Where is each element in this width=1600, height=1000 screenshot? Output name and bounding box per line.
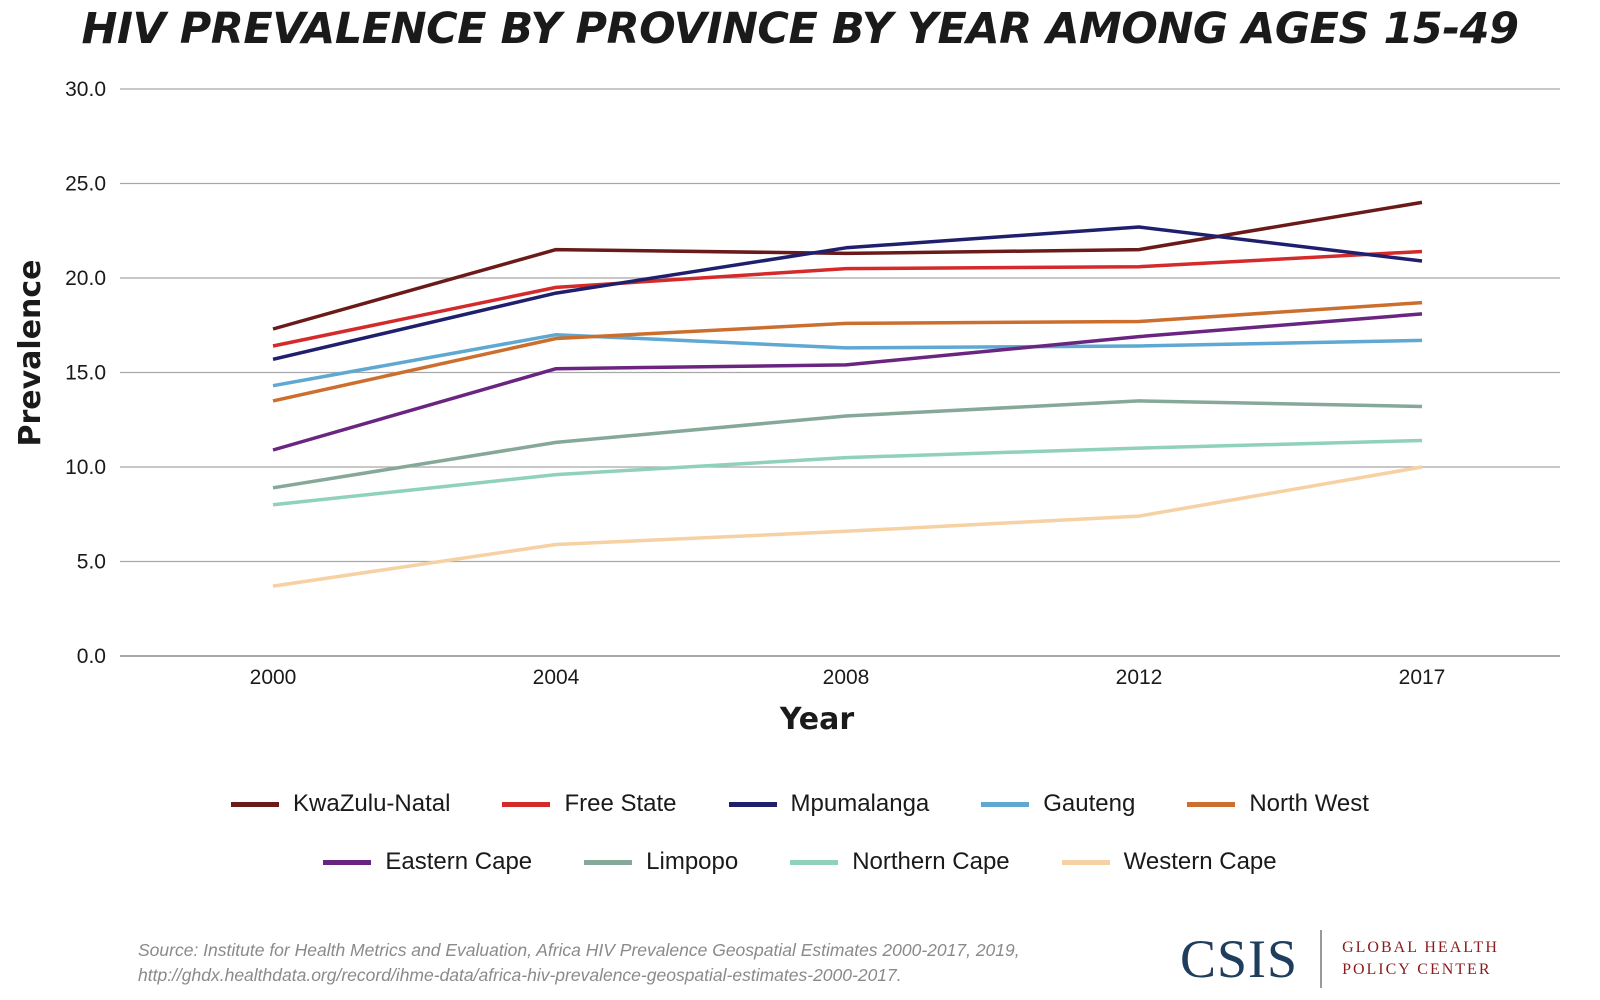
legend-swatch	[728, 801, 777, 807]
y-tick-label: 0.0	[77, 645, 106, 668]
legend-label: Limpopo	[646, 848, 739, 875]
x-tick-labels: 2000 2004 2008 2012 2017	[250, 666, 1446, 689]
legend-item: Northern Cape	[790, 848, 1010, 876]
series-line-free-state	[272, 249, 1423, 348]
series-line-mpumalanga	[272, 225, 1423, 362]
y-tick-label: 5.0	[77, 551, 106, 574]
x-tick-label: 2004	[533, 666, 580, 689]
logo-center-line-1: GLOBAL HEALTH	[1342, 939, 1499, 956]
legend-swatch	[231, 801, 280, 807]
legend-item: Eastern Cape	[323, 848, 532, 876]
legend-swatch	[502, 801, 551, 807]
line-chart: 0.05.010.015.020.025.030.0 2000 2004 2008 2…	[13, 78, 1560, 737]
series-line-northern-cape	[272, 438, 1423, 507]
series-line-gauteng	[272, 332, 1423, 388]
legend-swatch	[1187, 801, 1236, 807]
legend-label: KwaZulu-Natal	[293, 790, 451, 817]
csis-logo: CSIS GLOBAL HEALTH POLICY CENTER	[1180, 930, 1499, 988]
x-tick-label: 2012	[1116, 666, 1163, 689]
y-tick-label: 25.0	[65, 173, 106, 196]
series-line-eastern-cape	[272, 312, 1423, 452]
legend-swatch	[1061, 859, 1110, 865]
logo-divider	[1320, 930, 1323, 988]
legend-item: Western Cape	[1061, 848, 1277, 876]
legend-label: Eastern Cape	[385, 848, 533, 875]
legend-label: Western Cape	[1123, 848, 1277, 875]
logo-center-name: GLOBAL HEALTH POLICY CENTER	[1342, 937, 1499, 981]
legend-label: Gauteng	[1043, 790, 1136, 817]
series-lines	[272, 200, 1423, 588]
y-tick-label: 15.0	[65, 362, 106, 385]
chart-title: HIV PREVALENCE BY PROVINCE BY YEAR AMONG…	[81, 4, 1519, 54]
logo-center-line-2: POLICY CENTER	[1342, 961, 1492, 978]
x-tick-label: 2000	[250, 666, 297, 689]
legend-row-1: KwaZulu-Natal Free State Mpumalanga Gauteng…	[0, 790, 1600, 818]
y-tick-label: 20.0	[65, 267, 106, 290]
y-tick-label: 30.0	[65, 78, 106, 101]
series-line-limpopo	[272, 399, 1423, 490]
legend-swatch	[584, 859, 633, 865]
x-tick-label: 2008	[823, 666, 870, 689]
y-tick-labels: 0.0 5.0 10.0 15.0 20.0 25.0 30.0	[65, 78, 106, 668]
legend-swatch	[323, 859, 372, 865]
legend-item: Mpumalanga	[728, 790, 930, 818]
legend-item: KwaZulu-Natal	[231, 790, 450, 818]
source-note: Source: Institute for Health Metrics and…	[138, 940, 1020, 985]
legend-swatch	[981, 801, 1030, 807]
legend-item: Free State	[502, 790, 677, 818]
series-line-western-cape	[272, 465, 1423, 588]
legend-item: Limpopo	[584, 848, 738, 876]
legend-label: Northern Cape	[852, 848, 1010, 875]
x-tick-label: 2017	[1399, 666, 1446, 689]
series-line-kwazulu-natal	[272, 200, 1423, 331]
y-axis-title: Prevalence	[13, 259, 48, 446]
legend-label: Free State	[564, 790, 677, 817]
y-tick-label: 10.0	[65, 456, 106, 479]
legend-label: Mpumalanga	[790, 790, 930, 817]
legend-swatch	[790, 859, 839, 865]
x-axis-title: Year	[779, 702, 855, 737]
gridlines	[120, 88, 1560, 657]
logo-csis-wordmark: CSIS	[1180, 929, 1299, 989]
legend-item: North West	[1187, 790, 1369, 818]
legend-row-2: Eastern Cape Limpopo Northern Cape Western …	[0, 848, 1600, 876]
series-line-north-west	[272, 300, 1423, 403]
legend-item: Gauteng	[981, 790, 1135, 818]
legend-label: North West	[1249, 790, 1369, 817]
